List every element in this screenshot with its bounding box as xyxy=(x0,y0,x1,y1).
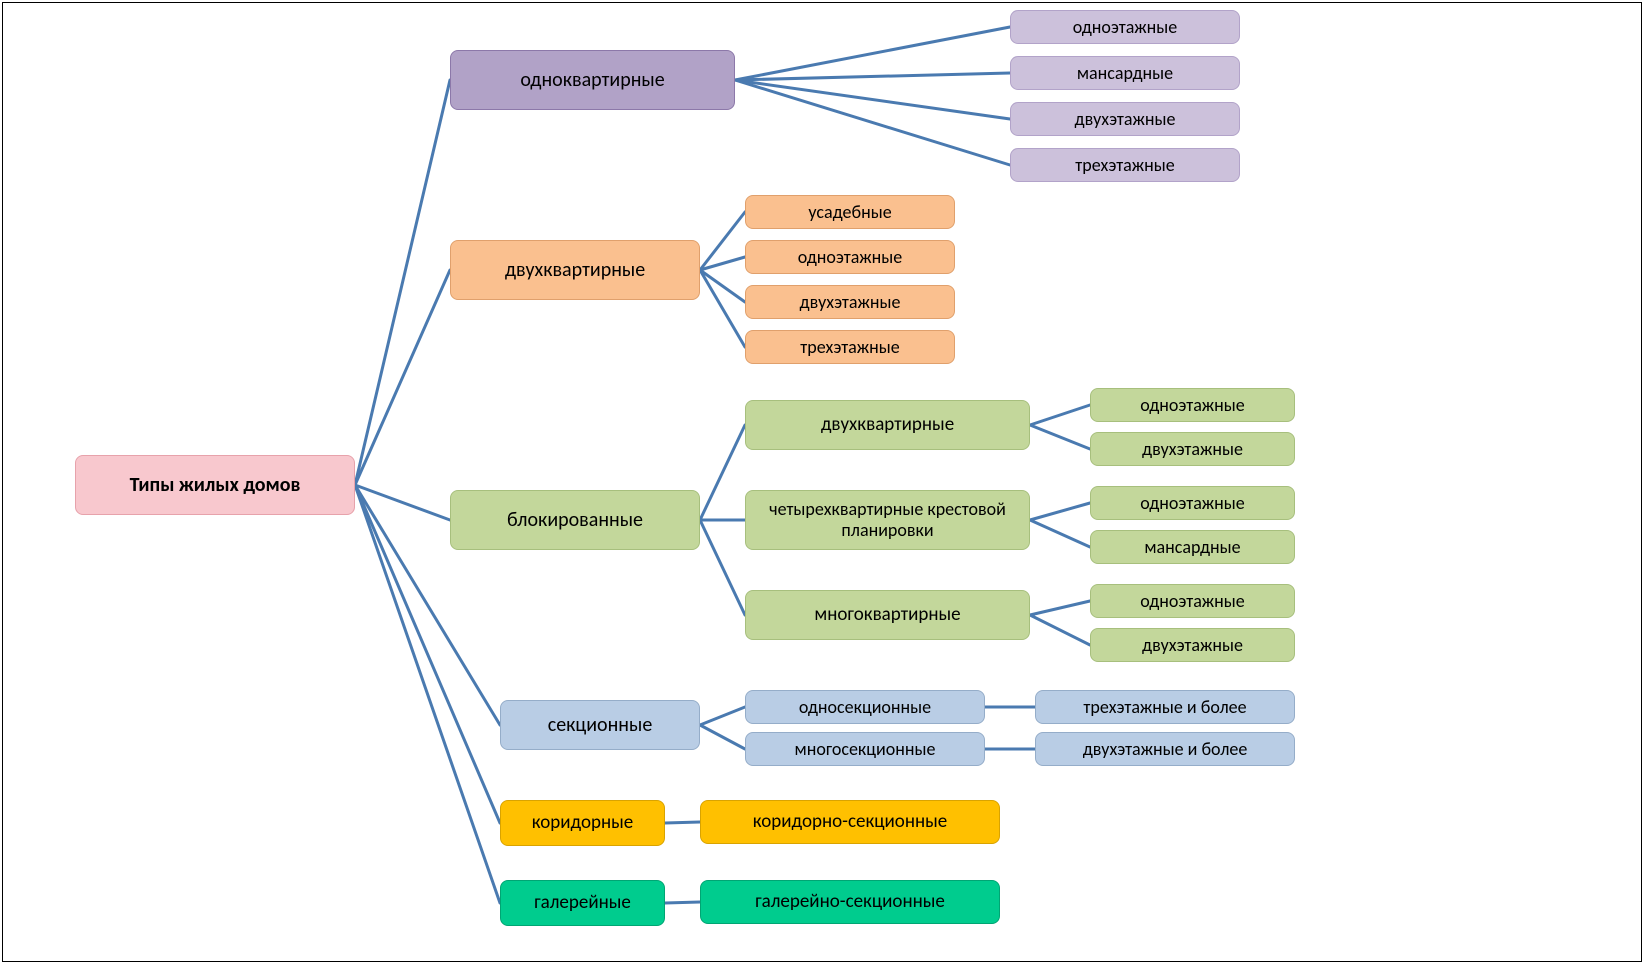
tree-node-n5: коридорные xyxy=(500,800,665,846)
tree-node-n3a2: двухэтажные xyxy=(1090,432,1295,466)
tree-node-n6: галерейные xyxy=(500,880,665,926)
tree-node-label: многосекционные xyxy=(795,739,936,760)
tree-node-n3b1: одноэтажные xyxy=(1090,486,1295,520)
tree-node-n4: секционные xyxy=(500,700,700,750)
tree-node-label: одноэтажные xyxy=(1140,591,1245,612)
tree-node-label: одноэтажные xyxy=(1140,395,1245,416)
tree-node-label: многоквартирные xyxy=(814,604,960,626)
tree-node-n3c1: одноэтажные xyxy=(1090,584,1295,618)
tree-node-label: односекционные xyxy=(799,697,931,718)
tree-node-n5a: коридорно-секционные xyxy=(700,800,1000,844)
tree-node-n2d: трехэтажные xyxy=(745,330,955,364)
tree-node-label: мансардные xyxy=(1144,537,1240,558)
tree-node-label: трехэтажные и более xyxy=(1083,697,1246,718)
tree-node-label: коридорные xyxy=(532,812,634,834)
tree-node-n1: одноквартирные xyxy=(450,50,735,110)
tree-node-label: двухэтажные xyxy=(1142,439,1243,460)
tree-node-label: двухэтажные xyxy=(1142,635,1243,656)
tree-node-n4b: многосекционные xyxy=(745,732,985,766)
tree-node-label: двухэтажные xyxy=(800,292,901,313)
tree-node-n3a: двухквартирные xyxy=(745,400,1030,450)
tree-node-root: Типы жилых домов xyxy=(75,455,355,515)
tree-node-label: трехэтажные xyxy=(800,337,899,358)
tree-node-n3b2: мансардные xyxy=(1090,530,1295,564)
tree-node-n3b: четырехквартирные крестовой планировки xyxy=(745,490,1030,550)
tree-node-n2c: двухэтажные xyxy=(745,285,955,319)
tree-node-label: усадебные xyxy=(808,202,891,223)
tree-node-label: двухквартирные xyxy=(505,259,645,282)
tree-node-label: одноквартирные xyxy=(520,69,664,92)
tree-node-n2: двухквартирные xyxy=(450,240,700,300)
tree-node-label: Типы жилых домов xyxy=(130,474,301,497)
tree-node-n2a: усадебные xyxy=(745,195,955,229)
tree-node-n4b1: двухэтажные и более xyxy=(1035,732,1295,766)
tree-node-label: блокированные xyxy=(507,509,643,532)
tree-node-label: коридорно-секционные xyxy=(753,811,948,833)
tree-node-label: мансардные xyxy=(1077,63,1173,84)
tree-node-n6a: галерейно-секционные xyxy=(700,880,1000,924)
tree-node-n3: блокированные xyxy=(450,490,700,550)
tree-node-n3c: многоквартирные xyxy=(745,590,1030,640)
tree-node-label: секционные xyxy=(548,714,653,737)
tree-node-n3c2: двухэтажные xyxy=(1090,628,1295,662)
tree-node-label: четырехквартирные крестовой планировки xyxy=(754,499,1021,540)
tree-node-n2b: одноэтажные xyxy=(745,240,955,274)
tree-node-n3a1: одноэтажные xyxy=(1090,388,1295,422)
tree-node-label: трехэтажные xyxy=(1075,155,1174,176)
tree-node-label: одноэтажные xyxy=(1073,17,1178,38)
tree-node-label: галерейные xyxy=(534,892,631,914)
tree-node-n1c: двухэтажные xyxy=(1010,102,1240,136)
tree-node-label: двухэтажные xyxy=(1075,109,1176,130)
tree-node-n1b: мансардные xyxy=(1010,56,1240,90)
tree-node-label: галерейно-секционные xyxy=(755,891,945,913)
tree-node-n4a1: трехэтажные и более xyxy=(1035,690,1295,724)
tree-node-n1d: трехэтажные xyxy=(1010,148,1240,182)
tree-node-n1a: одноэтажные xyxy=(1010,10,1240,44)
tree-node-label: двухэтажные и более xyxy=(1083,739,1248,760)
tree-node-label: одноэтажные xyxy=(798,247,903,268)
tree-node-label: двухквартирные xyxy=(821,414,954,436)
tree-node-n4a: односекционные xyxy=(745,690,985,724)
tree-node-label: одноэтажные xyxy=(1140,493,1245,514)
